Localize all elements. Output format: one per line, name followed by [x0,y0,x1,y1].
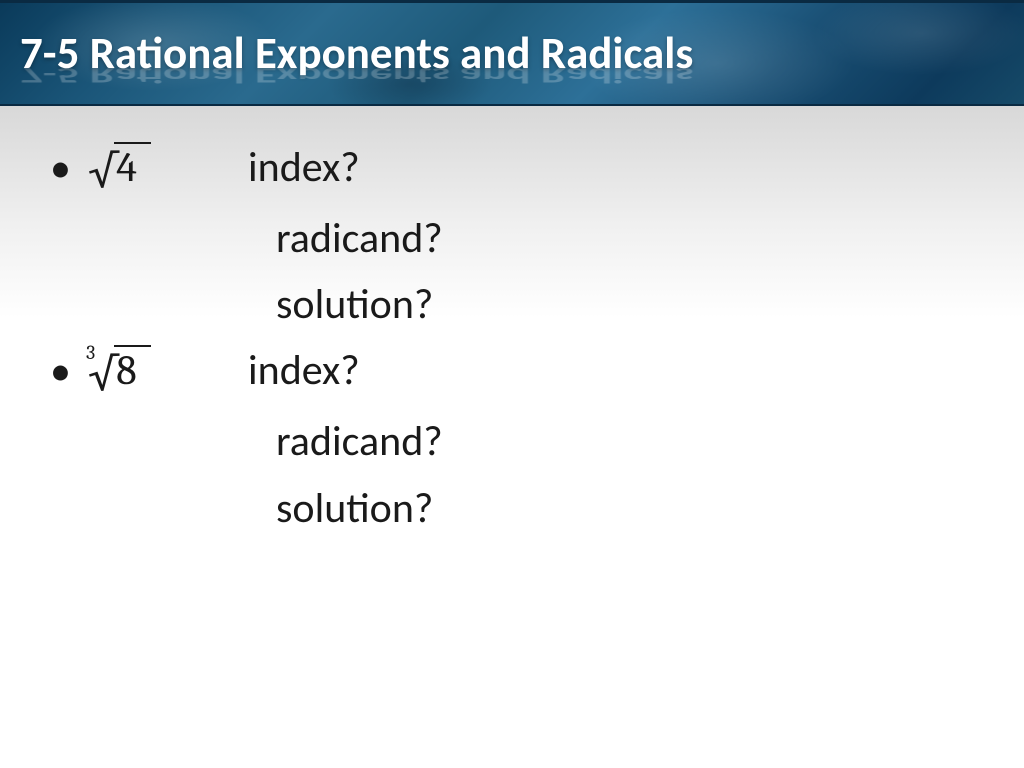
slide-container: 7-5 Rational Exponents and Radicals 7-5 … [0,0,1024,768]
bullet-item-2: • 3 √8 index? [50,347,974,400]
radical-expression-1: √4 [88,144,248,197]
title-bar: 7-5 Rational Exponents and Radicals 7-5 … [0,0,1024,106]
question-row-2-2: radicand? [50,418,974,466]
question-row-1-2: radicand? [50,215,974,263]
radicand-1: 4 [114,142,151,192]
bullet-marker: • [50,347,70,397]
bullet-item-1: • √4 index? [50,144,974,197]
question-1-3: solution? [276,281,433,329]
question-1-1: index? [248,144,360,192]
radical-expression-2: 3 √8 [88,347,248,400]
content-area: • √4 index? radicand? solution? • 3 √8 [0,106,1024,768]
radicand-2: 8 [114,345,150,395]
question-2-3: solution? [276,485,433,533]
bullet-marker: • [50,144,70,194]
slide-title: 7-5 Rational Exponents and Radicals [20,26,693,81]
question-1-2: radicand? [276,215,443,263]
question-2-1: index? [248,347,360,395]
question-2-2: radicand? [276,418,443,466]
question-row-2-3: solution? [50,485,974,533]
question-row-1-3: solution? [50,281,974,329]
